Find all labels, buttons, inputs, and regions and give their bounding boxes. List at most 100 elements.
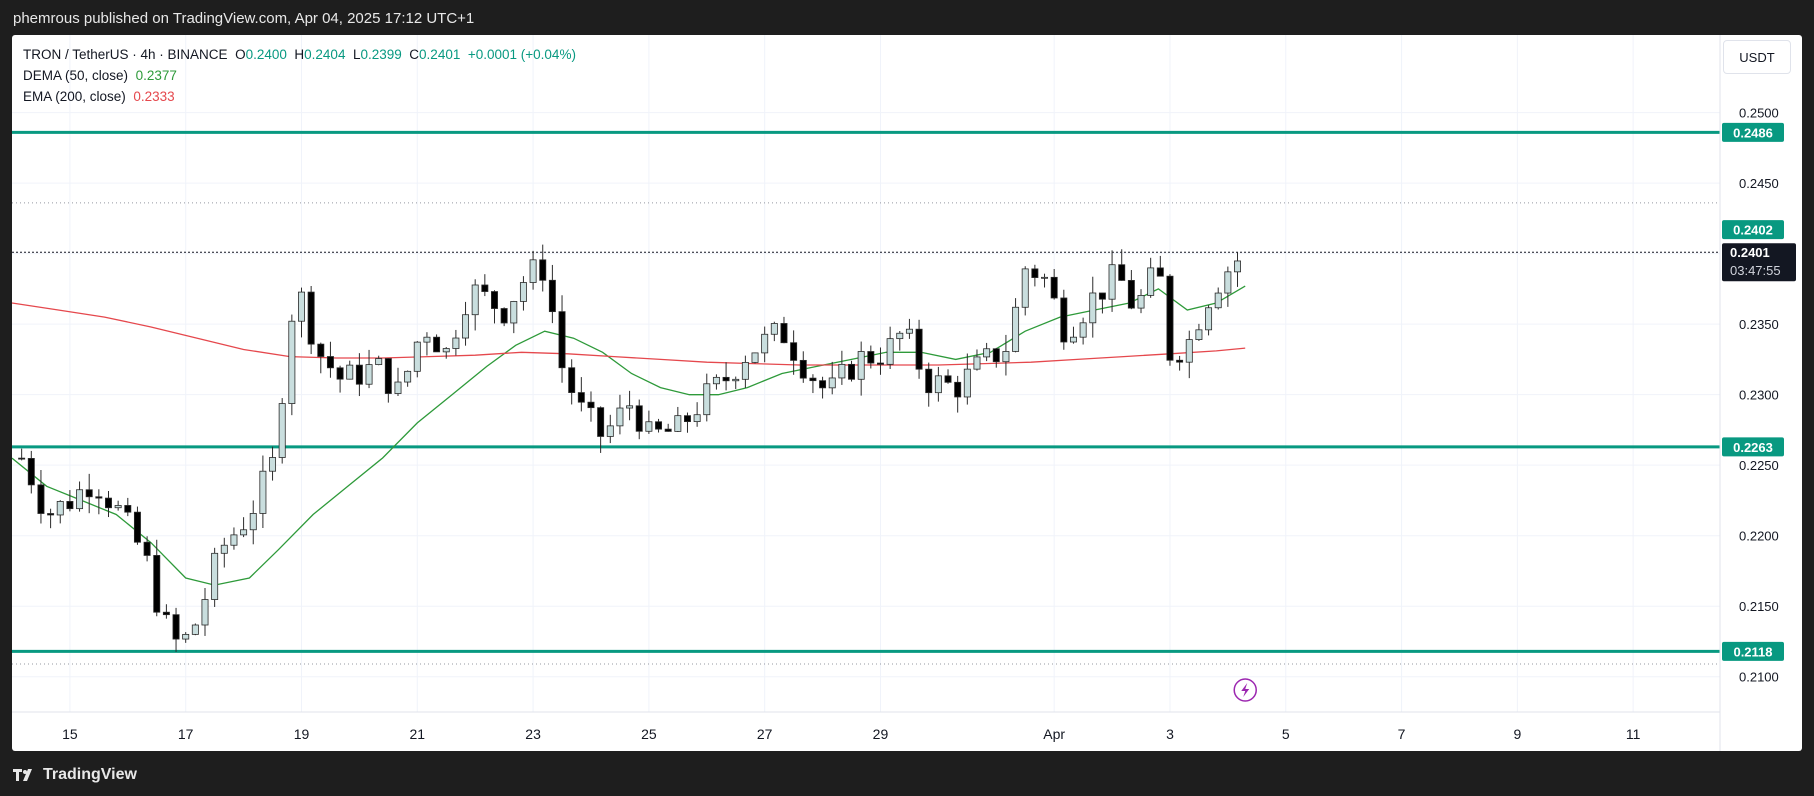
candle [471, 279, 479, 331]
candle-body [1069, 336, 1077, 343]
candle [201, 588, 209, 636]
candle [1185, 330, 1193, 379]
candle-body [413, 341, 421, 372]
candle-body [655, 421, 663, 430]
candle-body [220, 544, 228, 554]
candle-body [1002, 351, 1010, 363]
candle [616, 394, 624, 435]
candle-body [1079, 322, 1087, 338]
candle-body [722, 376, 730, 382]
candle [1069, 326, 1077, 344]
candle [876, 347, 884, 375]
candle-body [278, 403, 286, 458]
candle-body [876, 362, 884, 365]
candle [47, 508, 55, 529]
dema-row[interactable]: DEMA (50, close) 0.2377 [23, 65, 576, 86]
candle [1050, 269, 1058, 300]
tradingview-logo-icon [13, 769, 32, 781]
candle-body [1012, 306, 1020, 352]
candle [626, 390, 634, 421]
candle-body [529, 259, 537, 283]
x-tick-label: 27 [757, 726, 773, 742]
candle-body [355, 364, 363, 385]
candle [780, 316, 788, 344]
high-price-tag-bg [1722, 220, 1784, 240]
symbol-label[interactable]: TRON / TetherUS · 4h · BINANCE [23, 47, 228, 62]
candle [693, 402, 701, 427]
candle [1176, 355, 1184, 371]
candle [770, 321, 778, 342]
candle [298, 287, 305, 338]
candle [712, 374, 720, 390]
x-tick-label: 29 [873, 726, 889, 742]
candle [462, 301, 470, 346]
candle [1021, 266, 1029, 316]
brand-label: TradingView [43, 766, 137, 783]
candle [1118, 249, 1126, 281]
candle [355, 353, 363, 397]
price-chart[interactable]: 0.2100 0.2150 0.2200 0.2250 0.2300 0.2350 0.24… [12, 35, 1802, 751]
candle-body [963, 368, 971, 398]
x-tick-label: 19 [294, 726, 310, 742]
candle-body [1118, 264, 1126, 281]
candle [1108, 250, 1116, 312]
candle [346, 360, 354, 380]
ema-line [12, 302, 1246, 366]
candle [1060, 289, 1068, 350]
candle-body [76, 489, 84, 510]
candle-body [741, 362, 749, 380]
candle-body [481, 284, 489, 292]
candle [240, 517, 248, 538]
candle-body [954, 381, 962, 398]
candle-body [1185, 339, 1193, 363]
candle [732, 376, 740, 389]
ohlc-row: TRON / TetherUS · 4h · BINANCE O0.2400 H… [23, 44, 576, 65]
candle-body [635, 405, 643, 432]
candle [307, 286, 315, 355]
candle-body [799, 359, 807, 379]
candle [220, 537, 228, 568]
candle [500, 307, 508, 327]
candle-body [85, 489, 93, 498]
currency-button[interactable]: USDT [1723, 40, 1791, 74]
candle [558, 295, 566, 383]
candle-body [780, 323, 788, 344]
y-tick-label: 0.2100 [1739, 670, 1779, 685]
candle-body [761, 333, 769, 354]
candle [828, 361, 836, 395]
candle [973, 349, 981, 371]
chart-panel[interactable]: 0.2100 0.2150 0.2200 0.2250 0.2300 0.2350 0.24… [12, 35, 1802, 751]
candle [336, 365, 344, 393]
candle [857, 341, 865, 396]
candle-body [886, 338, 894, 365]
ema-value: 0.2333 [133, 89, 175, 104]
candle [124, 497, 132, 517]
candle-body [298, 291, 305, 322]
candle-body [471, 284, 479, 316]
ema-row[interactable]: EMA (200, close) 0.2333 [23, 86, 576, 107]
candle-body [153, 555, 161, 613]
y-tick-label: 0.2300 [1739, 388, 1779, 403]
candle-body [307, 291, 315, 345]
close-value: 0.2401 [419, 47, 461, 62]
close-label: C [409, 47, 420, 62]
candle-body [510, 301, 518, 324]
candle [1147, 257, 1155, 298]
candle-body [1176, 359, 1184, 363]
candles-group [18, 244, 1241, 652]
candle [529, 250, 537, 290]
candle-body [1098, 292, 1106, 300]
level-price-tag-bg [1722, 122, 1784, 142]
candle-body [944, 375, 952, 383]
candle [934, 366, 942, 402]
candle-body [693, 414, 701, 423]
tradingview-brand[interactable]: TradingView [13, 766, 137, 784]
candle [684, 412, 691, 433]
candle [510, 300, 518, 334]
candle-body [558, 311, 566, 369]
candle-body [1021, 268, 1029, 308]
candle [153, 539, 161, 617]
candle-body [230, 534, 238, 546]
candle [384, 358, 392, 403]
candle [790, 330, 798, 375]
